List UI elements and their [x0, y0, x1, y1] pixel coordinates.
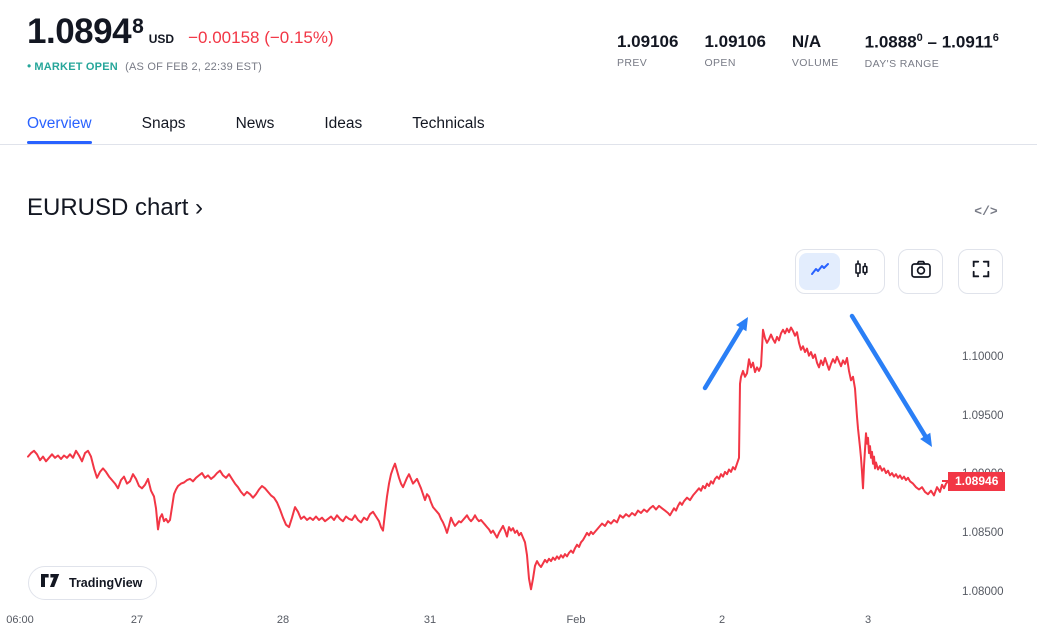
line-chart-icon — [810, 261, 830, 282]
currency-label: USD — [148, 32, 175, 46]
y-axis-tick: 1.08000 — [962, 585, 1004, 598]
stat-open: 1.09106 OPEN — [704, 32, 765, 70]
y-axis-tick: 1.09500 — [962, 409, 1004, 422]
snapshot-button[interactable] — [898, 249, 943, 294]
stat-days-range: 1.08880 – 1.09116 DAY'S RANGE — [865, 32, 999, 70]
candlestick-toggle[interactable] — [840, 253, 881, 290]
quote-stats: 1.09106 PREV 1.09106 OPEN N/A VOLUME 1.0… — [617, 32, 999, 70]
x-axis-label: 28 — [276, 614, 290, 626]
tradingview-attribution[interactable]: TradingView — [28, 566, 158, 600]
price-chart[interactable]: 1.10000 1.09500 1.09000 1.08500 1.08000 … — [0, 310, 1037, 641]
days-range-label: DAY'S RANGE — [864, 57, 940, 70]
camera-icon — [909, 258, 933, 285]
stat-prev: 1.09106 PREV — [617, 32, 678, 70]
tradingview-logo-icon — [41, 574, 61, 592]
tab-bar: Overview Snaps News Ideas Technicals — [0, 104, 1037, 145]
line-chart-toggle[interactable] — [799, 253, 840, 290]
volume-value: N/A — [791, 32, 822, 51]
open-label: OPEN — [704, 57, 736, 69]
x-axis-label: 27 — [130, 614, 144, 626]
open-value: 1.09106 — [704, 32, 766, 51]
embed-code-icon[interactable]: </> — [974, 203, 998, 219]
x-axis-label: 31 — [423, 614, 437, 626]
candlestick-icon — [852, 259, 870, 284]
x-axis-label: 2 — [718, 614, 726, 626]
last-price: 1.0894 — [27, 12, 132, 51]
chart-type-segmented-control — [795, 249, 885, 294]
quote-header: 1.0894 8 USD −0.00158 (−0.15%) • MARKET OP… — [27, 12, 334, 73]
prev-value: 1.09106 — [617, 32, 679, 51]
fullscreen-icon — [970, 258, 992, 285]
market-open-dot-icon: • — [27, 59, 32, 73]
stat-volume: N/A VOLUME — [792, 32, 839, 70]
x-axis-label: 06:00 — [6, 614, 34, 626]
last-price-badge: 1.08946 — [941, 471, 1006, 491]
price-line-plot[interactable] — [10, 310, 950, 610]
last-price-superscript: 8 — [132, 15, 144, 38]
fullscreen-button[interactable] — [958, 249, 1003, 294]
y-axis-tick: 1.08500 — [962, 527, 1004, 540]
tab-snaps[interactable]: Snaps — [141, 115, 186, 132]
prev-label: PREV — [617, 57, 648, 69]
tab-ideas[interactable]: Ideas — [324, 115, 363, 132]
chart-section-title[interactable]: EURUSD chart › — [27, 194, 204, 221]
price-change: −0.00158 (−0.15%) — [188, 28, 334, 47]
tab-news[interactable]: News — [235, 115, 275, 132]
tab-overview[interactable]: Overview — [27, 104, 92, 144]
market-status-row: • MARKET OPEN (AS OF FEB 2, 22:39 EST) — [27, 59, 334, 73]
y-axis-tick: 1.10000 — [962, 351, 1004, 364]
x-axis-label: Feb — [566, 614, 586, 626]
as-of-timestamp: (AS OF FEB 2, 22:39 EST) — [125, 61, 262, 73]
tab-technicals[interactable]: Technicals — [412, 115, 485, 132]
volume-label: VOLUME — [791, 57, 839, 69]
tradingview-label: TradingView — [69, 576, 143, 590]
market-status: MARKET OPEN — [34, 61, 118, 73]
days-range-value: 1.08880 – 1.09116 — [864, 32, 999, 52]
x-axis-label: 3 — [864, 614, 872, 626]
